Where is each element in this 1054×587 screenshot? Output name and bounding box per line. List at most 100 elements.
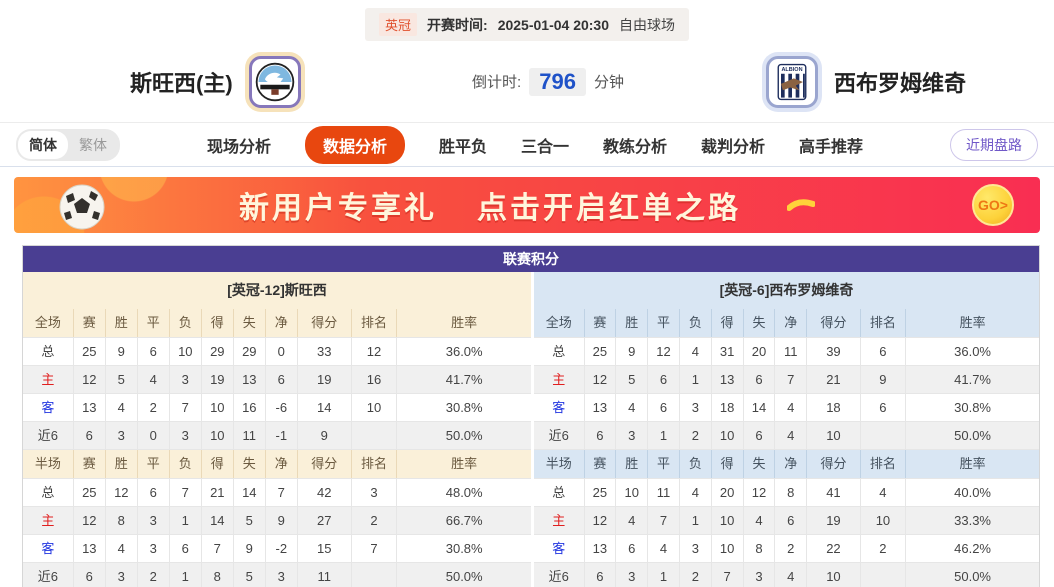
stat-cell: 3 bbox=[679, 394, 712, 421]
stat-cell: 7 bbox=[711, 563, 744, 587]
stat-cell: 5 bbox=[105, 366, 138, 393]
tab-高手推荐[interactable]: 高手推荐 bbox=[799, 138, 864, 156]
stat-cell: 2 bbox=[137, 563, 170, 587]
standings-halves: [英冠-12]斯旺西 全场赛胜平负得失净得分 排名 胜率总 25 9 6 10 29 29 0 33 1… bbox=[23, 272, 1039, 587]
stat-cell: 12 bbox=[73, 366, 106, 393]
stat-cell: 6 bbox=[137, 338, 170, 365]
stat-cell: 12 bbox=[584, 366, 617, 393]
stat-cell: 21 bbox=[807, 366, 861, 393]
lang-option-繁体[interactable]: 繁体 bbox=[79, 136, 107, 153]
stat-cell: 41.7% bbox=[906, 366, 1039, 393]
stat-cell: 4 bbox=[775, 563, 808, 587]
stat-cell: 4 bbox=[648, 535, 680, 562]
stat-cell: -1 bbox=[265, 422, 298, 449]
stat-cell: 6 bbox=[616, 535, 649, 562]
stat-cell: 14 bbox=[201, 507, 234, 534]
row-label: 主 bbox=[23, 366, 74, 393]
row-label: 客 bbox=[23, 535, 74, 562]
stat-cell: 4 bbox=[105, 535, 138, 562]
stat-row: 近6 6 3 1 2 7 3 4 10 50.0% bbox=[534, 563, 1039, 587]
stat-cell: 25 bbox=[584, 479, 617, 506]
stat-cell: 11 bbox=[233, 422, 266, 449]
stat-cell: -2 bbox=[265, 535, 298, 562]
stat-cell: 19 bbox=[201, 366, 234, 393]
column-header: 得 bbox=[201, 309, 234, 337]
tab-胜平负[interactable]: 胜平负 bbox=[438, 138, 487, 156]
stat-cell: 31 bbox=[711, 338, 744, 365]
stat-cell: 10 bbox=[201, 422, 234, 449]
tab-三合一[interactable]: 三合一 bbox=[520, 138, 569, 156]
column-header: 净 bbox=[775, 450, 808, 478]
stat-cell: 14 bbox=[297, 394, 352, 421]
stat-cell: 4 bbox=[105, 394, 138, 421]
stat-row: 主 12 5 4 3 19 13 6 19 16 41.7% bbox=[23, 366, 531, 394]
stat-cell: 50.0% bbox=[397, 422, 531, 449]
home-team-badge bbox=[248, 55, 301, 108]
stat-cell: 3 bbox=[351, 479, 398, 506]
column-header: 失 bbox=[743, 309, 776, 337]
stat-cell: 7 bbox=[648, 507, 680, 534]
stat-cell bbox=[351, 422, 398, 449]
stat-cell: 50.0% bbox=[397, 563, 531, 587]
column-header: 净 bbox=[265, 309, 298, 337]
stat-cell: 3 bbox=[169, 422, 202, 449]
stat-cell: 13 bbox=[584, 535, 617, 562]
stat-row: 客 13 4 2 7 10 16 -6 14 10 30.8% bbox=[23, 394, 531, 422]
stat-row: 主 12 4 7 1 10 4 6 19 10 33.3% bbox=[534, 507, 1039, 535]
standings-subheader-home: [英冠-12]斯旺西 bbox=[23, 272, 531, 309]
stat-cell: 19 bbox=[297, 366, 352, 393]
stat-cell: 6 bbox=[743, 366, 776, 393]
column-header: 胜 bbox=[616, 309, 649, 337]
row-label: 主 bbox=[534, 507, 585, 534]
column-header: 得 bbox=[711, 309, 744, 337]
stat-cell bbox=[351, 563, 398, 587]
league-badge: 英冠 bbox=[379, 13, 418, 36]
stat-cell: 18 bbox=[711, 394, 744, 421]
stat-cell: 1 bbox=[648, 563, 680, 587]
tab-裁判分析[interactable]: 裁判分析 bbox=[701, 138, 766, 156]
column-header: 排名 bbox=[351, 450, 398, 478]
column-header: 赛 bbox=[73, 450, 106, 478]
recent-trends-button[interactable]: 近期盘路 bbox=[950, 128, 1038, 161]
column-header: 胜 bbox=[105, 450, 138, 478]
stat-cell: 4 bbox=[775, 394, 808, 421]
stat-cell: 10 bbox=[616, 479, 649, 506]
stat-cell: 5 bbox=[233, 563, 266, 587]
stat-cell: 10 bbox=[169, 338, 202, 365]
stat-cell: 1 bbox=[169, 507, 202, 534]
stat-cell: 7 bbox=[169, 394, 202, 421]
tab-教练分析[interactable]: 教练分析 bbox=[603, 138, 668, 156]
stat-cell: -6 bbox=[265, 394, 298, 421]
nav-bar: 简体 繁体 现场分析 数据分析 胜平负 三合一 教练分析 裁判分析 高手推荐 近期盘路 bbox=[0, 123, 1054, 167]
banner-title-left: 新用户专享礼 bbox=[239, 192, 437, 225]
language-toggle[interactable]: 简体 繁体 bbox=[16, 128, 120, 161]
stat-cell: 36.0% bbox=[397, 338, 531, 365]
stat-cell: 7 bbox=[201, 535, 234, 562]
stat-row: 主 12 8 3 1 14 5 9 27 2 66.7% bbox=[23, 507, 531, 535]
swansea-badge-icon bbox=[255, 62, 294, 101]
stat-cell: 29 bbox=[233, 338, 266, 365]
standings-away: [英冠-6]西布罗姆维奇 全场赛胜平负得失净得分 排名 胜率总 25 9 12 4 31 20 11… bbox=[531, 272, 1039, 587]
stat-cell: 20 bbox=[743, 338, 776, 365]
column-header: 负 bbox=[169, 450, 202, 478]
away-team-group: ALBION 西布罗姆维奇 bbox=[624, 55, 1054, 108]
tab-现场分析[interactable]: 现场分析 bbox=[206, 138, 271, 156]
tab-数据分析[interactable]: 数据分析 bbox=[304, 125, 405, 164]
go-coin-button[interactable]: GO> bbox=[972, 184, 1014, 226]
stat-cell bbox=[860, 422, 907, 449]
stat-cell: 8 bbox=[743, 535, 776, 562]
stat-cell: 2 bbox=[679, 563, 712, 587]
stat-cell: 12 bbox=[351, 338, 398, 365]
stat-cell: 30.8% bbox=[397, 535, 531, 562]
column-header-row-全场: 全场赛胜平负得失净得分 排名 胜率 bbox=[23, 309, 531, 338]
stat-cell: 4 bbox=[137, 366, 170, 393]
row-label: 客 bbox=[534, 394, 585, 421]
stat-cell: 13 bbox=[233, 366, 266, 393]
stat-cell: 9 bbox=[297, 422, 352, 449]
promo-banner[interactable]: 新用户专享礼 点击开启红单之路 GO> bbox=[14, 177, 1040, 233]
lang-option-简体[interactable]: 简体 bbox=[18, 130, 68, 159]
stat-cell: 13 bbox=[73, 535, 106, 562]
column-header: 净 bbox=[775, 309, 808, 337]
stat-cell: 6 bbox=[137, 479, 170, 506]
column-header: 胜率 bbox=[397, 450, 531, 478]
